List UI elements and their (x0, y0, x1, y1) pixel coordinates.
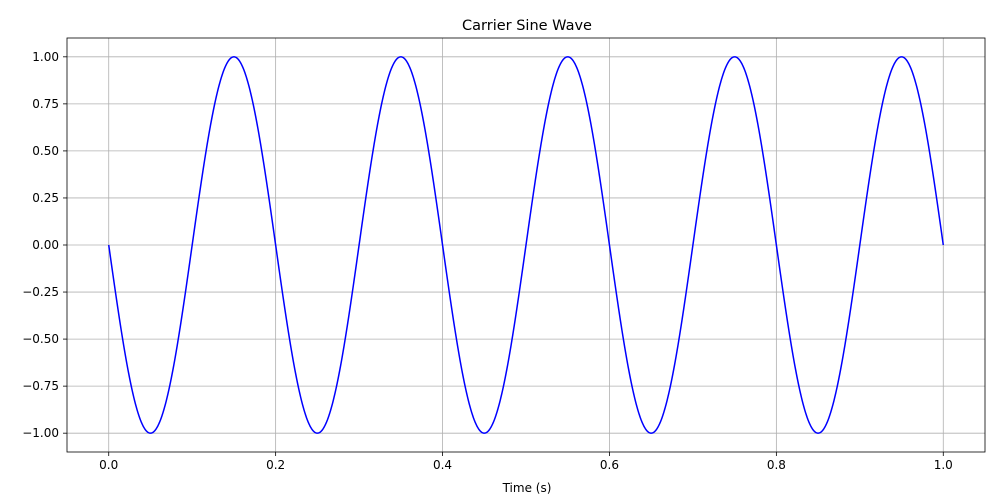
y-tick-label: 0.50 (32, 144, 59, 158)
x-tick-label: 1.0 (934, 458, 953, 472)
chart-title: Carrier Sine Wave (462, 18, 592, 34)
x-tick-label: 0.6 (600, 458, 619, 472)
x-tick-label: 0.4 (433, 458, 452, 472)
y-axis-ticks: 1.00 0.75 0.50 0.25 0.00 −0.25 −0.50 −0.75 −1.00 (22, 50, 67, 440)
y-tick-label: −0.50 (22, 332, 59, 346)
x-axis-ticks: 0.0 0.2 0.4 0.6 0.8 1.0 (99, 452, 953, 472)
x-tick-label: 0.0 (99, 458, 118, 472)
x-tick-label: 0.2 (266, 458, 285, 472)
series-line (107, 56, 945, 434)
y-tick-label: −1.00 (22, 426, 59, 440)
x-tick-label: 0.8 (767, 458, 786, 472)
y-tick-label: −0.75 (22, 379, 59, 393)
y-tick-label: 0.75 (32, 97, 59, 111)
y-tick-label: 1.00 (32, 50, 59, 64)
series-layer (107, 56, 945, 434)
y-tick-label: −0.25 (22, 285, 59, 299)
y-tick-label: 0.00 (32, 238, 59, 252)
grid-lines (67, 38, 985, 452)
x-axis-label: Time (s) (502, 481, 552, 495)
y-tick-label: 0.25 (32, 191, 59, 205)
